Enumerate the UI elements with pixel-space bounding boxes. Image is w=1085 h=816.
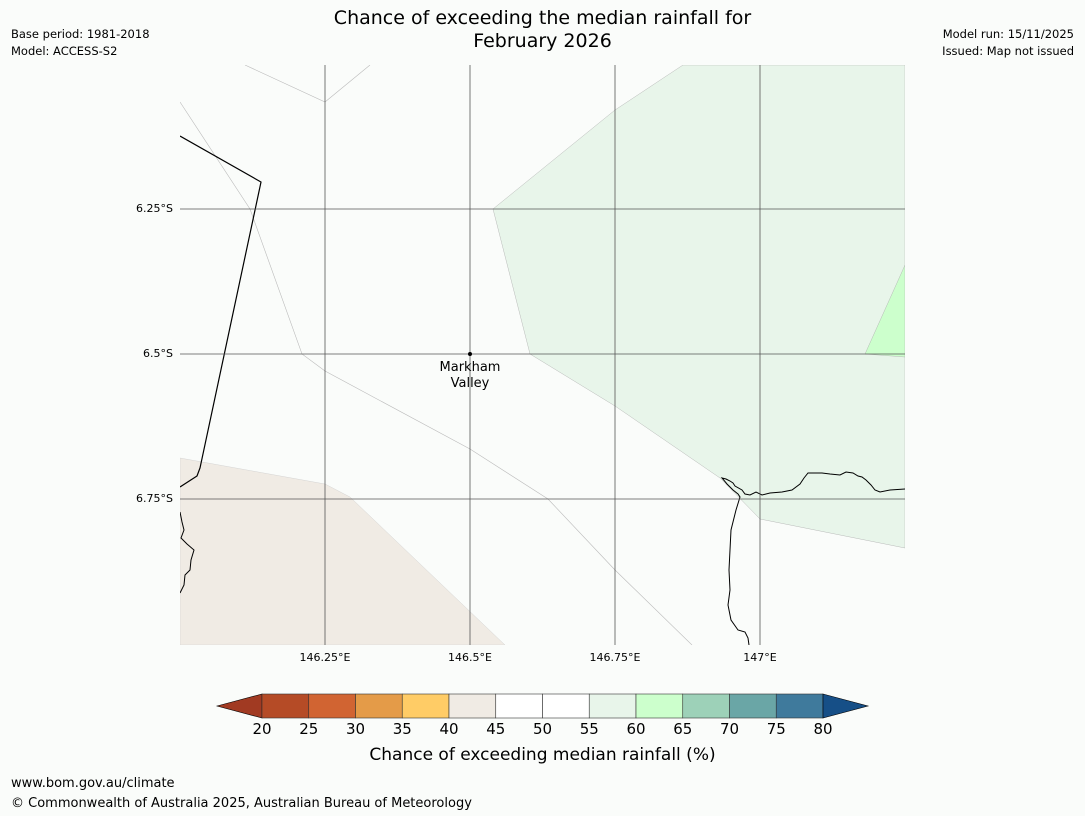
region-55-60	[492, 65, 905, 549]
footer-url[interactable]: www.bom.gov.au/climate	[11, 776, 175, 791]
colorbar-tick-50: 50	[532, 720, 553, 738]
colorbar-tick-80: 80	[813, 720, 833, 738]
model-name: Model: ACCESS-S2	[11, 44, 118, 58]
colorbar-cell-50-55	[542, 693, 590, 719]
lon-label-146-75: 146.75°E	[589, 651, 641, 664]
place-label-line-1: Markham	[439, 360, 501, 375]
issued-status: Issued: Map not issued	[942, 44, 1074, 58]
colorbar-cell-55-60	[588, 693, 637, 719]
colorbar-over-arrow	[822, 693, 870, 719]
colorbar-tick-45: 45	[486, 720, 506, 738]
colorbar-cell-20-25	[261, 693, 310, 719]
lat-label-6-75: 6.75°S	[136, 492, 173, 505]
colorbar-cell-75-80	[775, 693, 824, 719]
town-marker-markham-valley[interactable]	[468, 352, 472, 356]
colorbar-cell-60-65	[635, 693, 684, 719]
lon-label-146-5: 146.5°E	[448, 651, 492, 664]
place-label-line-2: Valley	[450, 376, 490, 391]
colorbar-tick-60: 60	[626, 720, 646, 738]
colorbar-cell-65-70	[682, 693, 730, 719]
colorbar-tick-75: 75	[766, 720, 786, 738]
meta-left: Base period: 1981-2018 Model: ACCESS-S2	[11, 26, 150, 60]
colorbar-cell-35-40	[401, 693, 450, 719]
colorbar-tick-40: 40	[439, 720, 459, 738]
colorbar-cell-30-35	[355, 693, 403, 719]
colorbar	[215, 693, 870, 719]
colorbar-tick-35: 35	[392, 720, 412, 738]
colorbar-title: Chance of exceeding median rainfall (%)	[369, 745, 716, 765]
colorbar-tick-30: 30	[345, 720, 366, 738]
map-title: Chance of exceeding the median rainfall …	[0, 7, 1085, 53]
footer-copyright: © Commonwealth of Australia 2025, Austra…	[11, 796, 472, 811]
colorbar-under-arrow	[215, 693, 263, 719]
model-run: Model run: 15/11/2025	[942, 27, 1074, 41]
province-border	[180, 135, 262, 488]
region-60-65	[864, 264, 905, 358]
colorbar-tick-55: 55	[579, 720, 599, 738]
lat-label-6-5: 6.5°S	[143, 347, 173, 360]
west-coastline	[180, 511, 195, 594]
title-line-2: February 2026	[473, 30, 612, 52]
lon-label-147: 147°E	[743, 651, 777, 664]
lon-label-146-25: 146.25°E	[299, 651, 351, 664]
colorbar-cell-70-75	[729, 693, 777, 719]
east-coastline	[720, 471, 905, 645]
title-line-1: Chance of exceeding the median rainfall …	[333, 7, 752, 29]
colorbar-tick-20: 20	[252, 720, 272, 738]
contour-line	[180, 101, 693, 645]
colorbar-cell-40-45	[448, 693, 497, 719]
base-period: Base period: 1981-2018	[11, 27, 150, 41]
place-label-markham-valley[interactable]: Markham Valley	[440, 360, 501, 392]
colorbar-tick-65: 65	[673, 720, 693, 738]
meta-right: Model run: 15/11/2025 Issued: Map not is…	[942, 26, 1074, 60]
colorbar-cell-25-30	[308, 693, 356, 719]
colorbar-tick-25: 25	[299, 720, 319, 738]
colorbar-cell-45-50	[495, 693, 543, 719]
region-35-40	[180, 457, 506, 645]
lat-label-6-25: 6.25°S	[136, 202, 173, 215]
colorbar-tick-70: 70	[719, 720, 740, 738]
